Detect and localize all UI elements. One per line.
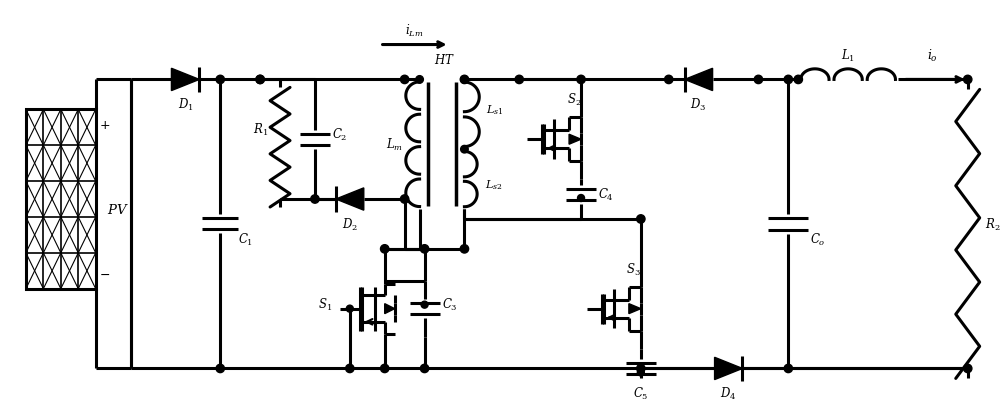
Circle shape — [256, 76, 264, 84]
Circle shape — [637, 364, 645, 373]
Polygon shape — [629, 304, 641, 314]
Text: $C_4$: $C_4$ — [598, 187, 614, 202]
Circle shape — [964, 76, 972, 84]
Polygon shape — [685, 69, 713, 91]
Circle shape — [420, 245, 429, 254]
Text: $C_1$: $C_1$ — [238, 231, 253, 247]
Circle shape — [381, 245, 389, 254]
Polygon shape — [569, 135, 581, 145]
Circle shape — [346, 306, 353, 312]
Circle shape — [637, 369, 644, 376]
Circle shape — [421, 301, 428, 308]
Text: $PV$: $PV$ — [107, 202, 129, 216]
Circle shape — [256, 76, 264, 84]
Circle shape — [461, 146, 468, 154]
Circle shape — [381, 364, 389, 373]
Text: $C_3$: $C_3$ — [442, 296, 457, 312]
Text: $R_1$: $R_1$ — [253, 122, 268, 138]
Text: $S_3$: $S_3$ — [626, 261, 641, 277]
Circle shape — [216, 76, 224, 84]
Text: $L_m$: $L_m$ — [386, 137, 403, 153]
Text: $C_5$: $C_5$ — [633, 385, 649, 401]
Polygon shape — [171, 69, 199, 91]
Circle shape — [794, 76, 802, 84]
Circle shape — [461, 76, 468, 84]
Circle shape — [420, 364, 429, 373]
Circle shape — [400, 76, 409, 84]
Text: $C_o$: $C_o$ — [810, 231, 826, 247]
Circle shape — [416, 76, 423, 84]
Circle shape — [346, 364, 354, 373]
Circle shape — [578, 195, 585, 202]
Circle shape — [460, 76, 469, 84]
Text: $HT$: $HT$ — [434, 53, 455, 67]
Circle shape — [784, 76, 793, 84]
Text: $S_1$: $S_1$ — [318, 296, 332, 312]
Circle shape — [754, 76, 763, 84]
Text: $L_{s2}$: $L_{s2}$ — [485, 178, 503, 191]
Text: $D_3$: $D_3$ — [690, 97, 707, 113]
Text: $R_2$: $R_2$ — [985, 216, 1000, 232]
Text: $L_1$: $L_1$ — [841, 47, 855, 63]
Polygon shape — [336, 189, 364, 211]
Text: $-$: $-$ — [99, 267, 110, 281]
Text: $i_o$: $i_o$ — [927, 47, 938, 63]
Circle shape — [311, 196, 319, 204]
Text: $C_2$: $C_2$ — [332, 127, 348, 143]
Circle shape — [216, 364, 224, 373]
Text: $D_2$: $D_2$ — [342, 216, 358, 232]
Circle shape — [784, 364, 793, 373]
Text: $D_1$: $D_1$ — [178, 97, 193, 113]
Circle shape — [577, 76, 585, 84]
Text: $+$: $+$ — [99, 119, 110, 131]
Text: $L_{s1}$: $L_{s1}$ — [486, 103, 503, 117]
Circle shape — [515, 76, 523, 84]
Circle shape — [637, 215, 645, 224]
Text: $S_2$: $S_2$ — [567, 92, 581, 108]
Circle shape — [400, 196, 409, 204]
Circle shape — [460, 245, 469, 254]
Polygon shape — [715, 357, 742, 380]
Polygon shape — [385, 304, 395, 314]
Text: $D_4$: $D_4$ — [720, 385, 737, 401]
Circle shape — [964, 364, 972, 373]
Circle shape — [665, 76, 673, 84]
Text: $i_{Lm}$: $i_{Lm}$ — [405, 22, 424, 38]
Bar — [26, 110, 96, 289]
